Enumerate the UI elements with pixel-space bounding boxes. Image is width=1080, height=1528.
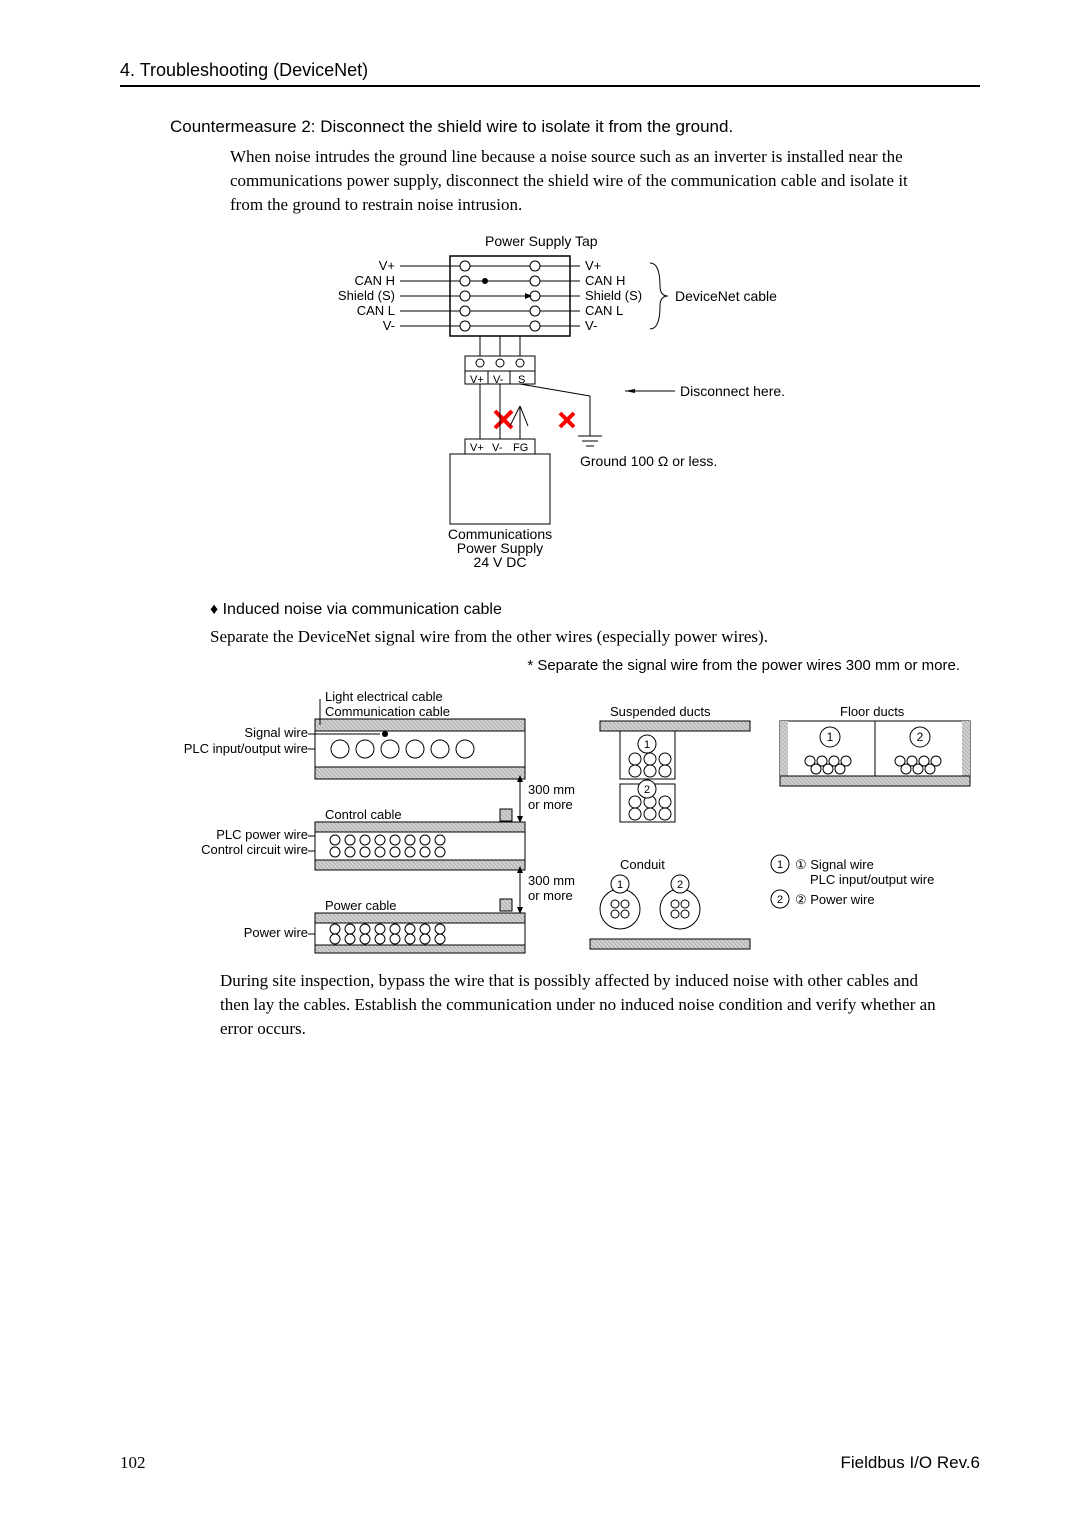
svg-text:Control circuit wire: Control circuit wire [201, 842, 308, 857]
svg-text:Power Supply Tap: Power Supply Tap [485, 233, 598, 249]
svg-text:24 V DC: 24 V DC [474, 554, 527, 570]
svg-text:Floor ducts: Floor ducts [840, 704, 905, 719]
svg-text:DeviceNet cable: DeviceNet cable [675, 288, 777, 304]
svg-text:1: 1 [777, 859, 783, 871]
svg-text:PLC input/output wire: PLC input/output wire [184, 741, 308, 756]
svg-text:2: 2 [777, 894, 783, 906]
separation-note: * Separate the signal wire from the powe… [120, 657, 960, 674]
footer-right: Fieldbus I/O Rev.6 [840, 1453, 980, 1473]
svg-text:Suspended ducts: Suspended ducts [610, 704, 711, 719]
svg-text:1: 1 [644, 739, 650, 751]
svg-text:V-: V- [493, 374, 504, 386]
svg-text:1: 1 [827, 730, 834, 744]
induced-noise-title: ♦ Induced noise via communication cable [210, 601, 980, 619]
svg-text:V-: V- [492, 442, 503, 454]
svg-text:Communication cable: Communication cable [325, 704, 450, 719]
svg-text:or more: or more [528, 888, 573, 903]
svg-text:Signal wire: Signal wire [244, 725, 308, 740]
countermeasure-body: When noise intrudes the ground line beca… [230, 145, 940, 216]
svg-text:V-: V- [585, 318, 597, 333]
svg-text:CAN L: CAN L [585, 303, 623, 318]
svg-text:Power wire: Power wire [244, 925, 308, 940]
countermeasure-title: Countermeasure 2: Disconnect the shield … [170, 117, 980, 137]
svg-text:① Signal wire: ① Signal wire [795, 857, 874, 872]
svg-text:V+: V+ [470, 374, 484, 386]
induced-noise-body: Separate the DeviceNet signal wire from … [210, 627, 980, 647]
svg-text:Power cable: Power cable [325, 898, 397, 913]
svg-text:Disconnect here.: Disconnect here. [680, 383, 785, 399]
svg-text:V+: V+ [379, 258, 395, 273]
svg-text:or more: or more [528, 797, 573, 812]
power-supply-diagram: Power Supply Tap V+ CAN H Shield (S) CAN… [270, 231, 830, 571]
svg-text:② Power wire: ② Power wire [795, 892, 875, 907]
svg-text:CAN H: CAN H [585, 273, 625, 288]
svg-text:CAN L: CAN L [357, 303, 395, 318]
svg-text:CAN H: CAN H [355, 273, 395, 288]
svg-text:PLC power wire: PLC power wire [216, 827, 308, 842]
page-header: 4. Troubleshooting (DeviceNet) [120, 60, 980, 87]
svg-text:Light electrical cable: Light electrical cable [325, 689, 443, 704]
svg-text:2: 2 [677, 879, 683, 891]
svg-text:1: 1 [617, 879, 623, 891]
svg-text:V+: V+ [585, 258, 601, 273]
svg-text:FG: FG [513, 442, 528, 454]
svg-text:PLC input/output wire: PLC input/output wire [810, 872, 934, 887]
svg-text:V+: V+ [470, 442, 484, 454]
svg-text:Shield (S): Shield (S) [338, 288, 395, 303]
svg-text:V-: V- [383, 318, 395, 333]
svg-text:Conduit: Conduit [620, 857, 665, 872]
wiring-diagram: Light electrical cable Communication cab… [120, 689, 980, 954]
svg-text:Shield (S): Shield (S) [585, 288, 642, 303]
svg-text:Control cable: Control cable [325, 807, 402, 822]
closing-text: During site inspection, bypass the wire … [220, 969, 940, 1040]
page-number: 102 [120, 1453, 146, 1473]
svg-text:300 mm: 300 mm [528, 782, 575, 797]
svg-text:Ground 100 Ω or less.: Ground 100 Ω or less. [580, 453, 717, 469]
svg-text:2: 2 [917, 730, 924, 744]
svg-text:300 mm: 300 mm [528, 873, 575, 888]
svg-text:2: 2 [644, 784, 650, 796]
